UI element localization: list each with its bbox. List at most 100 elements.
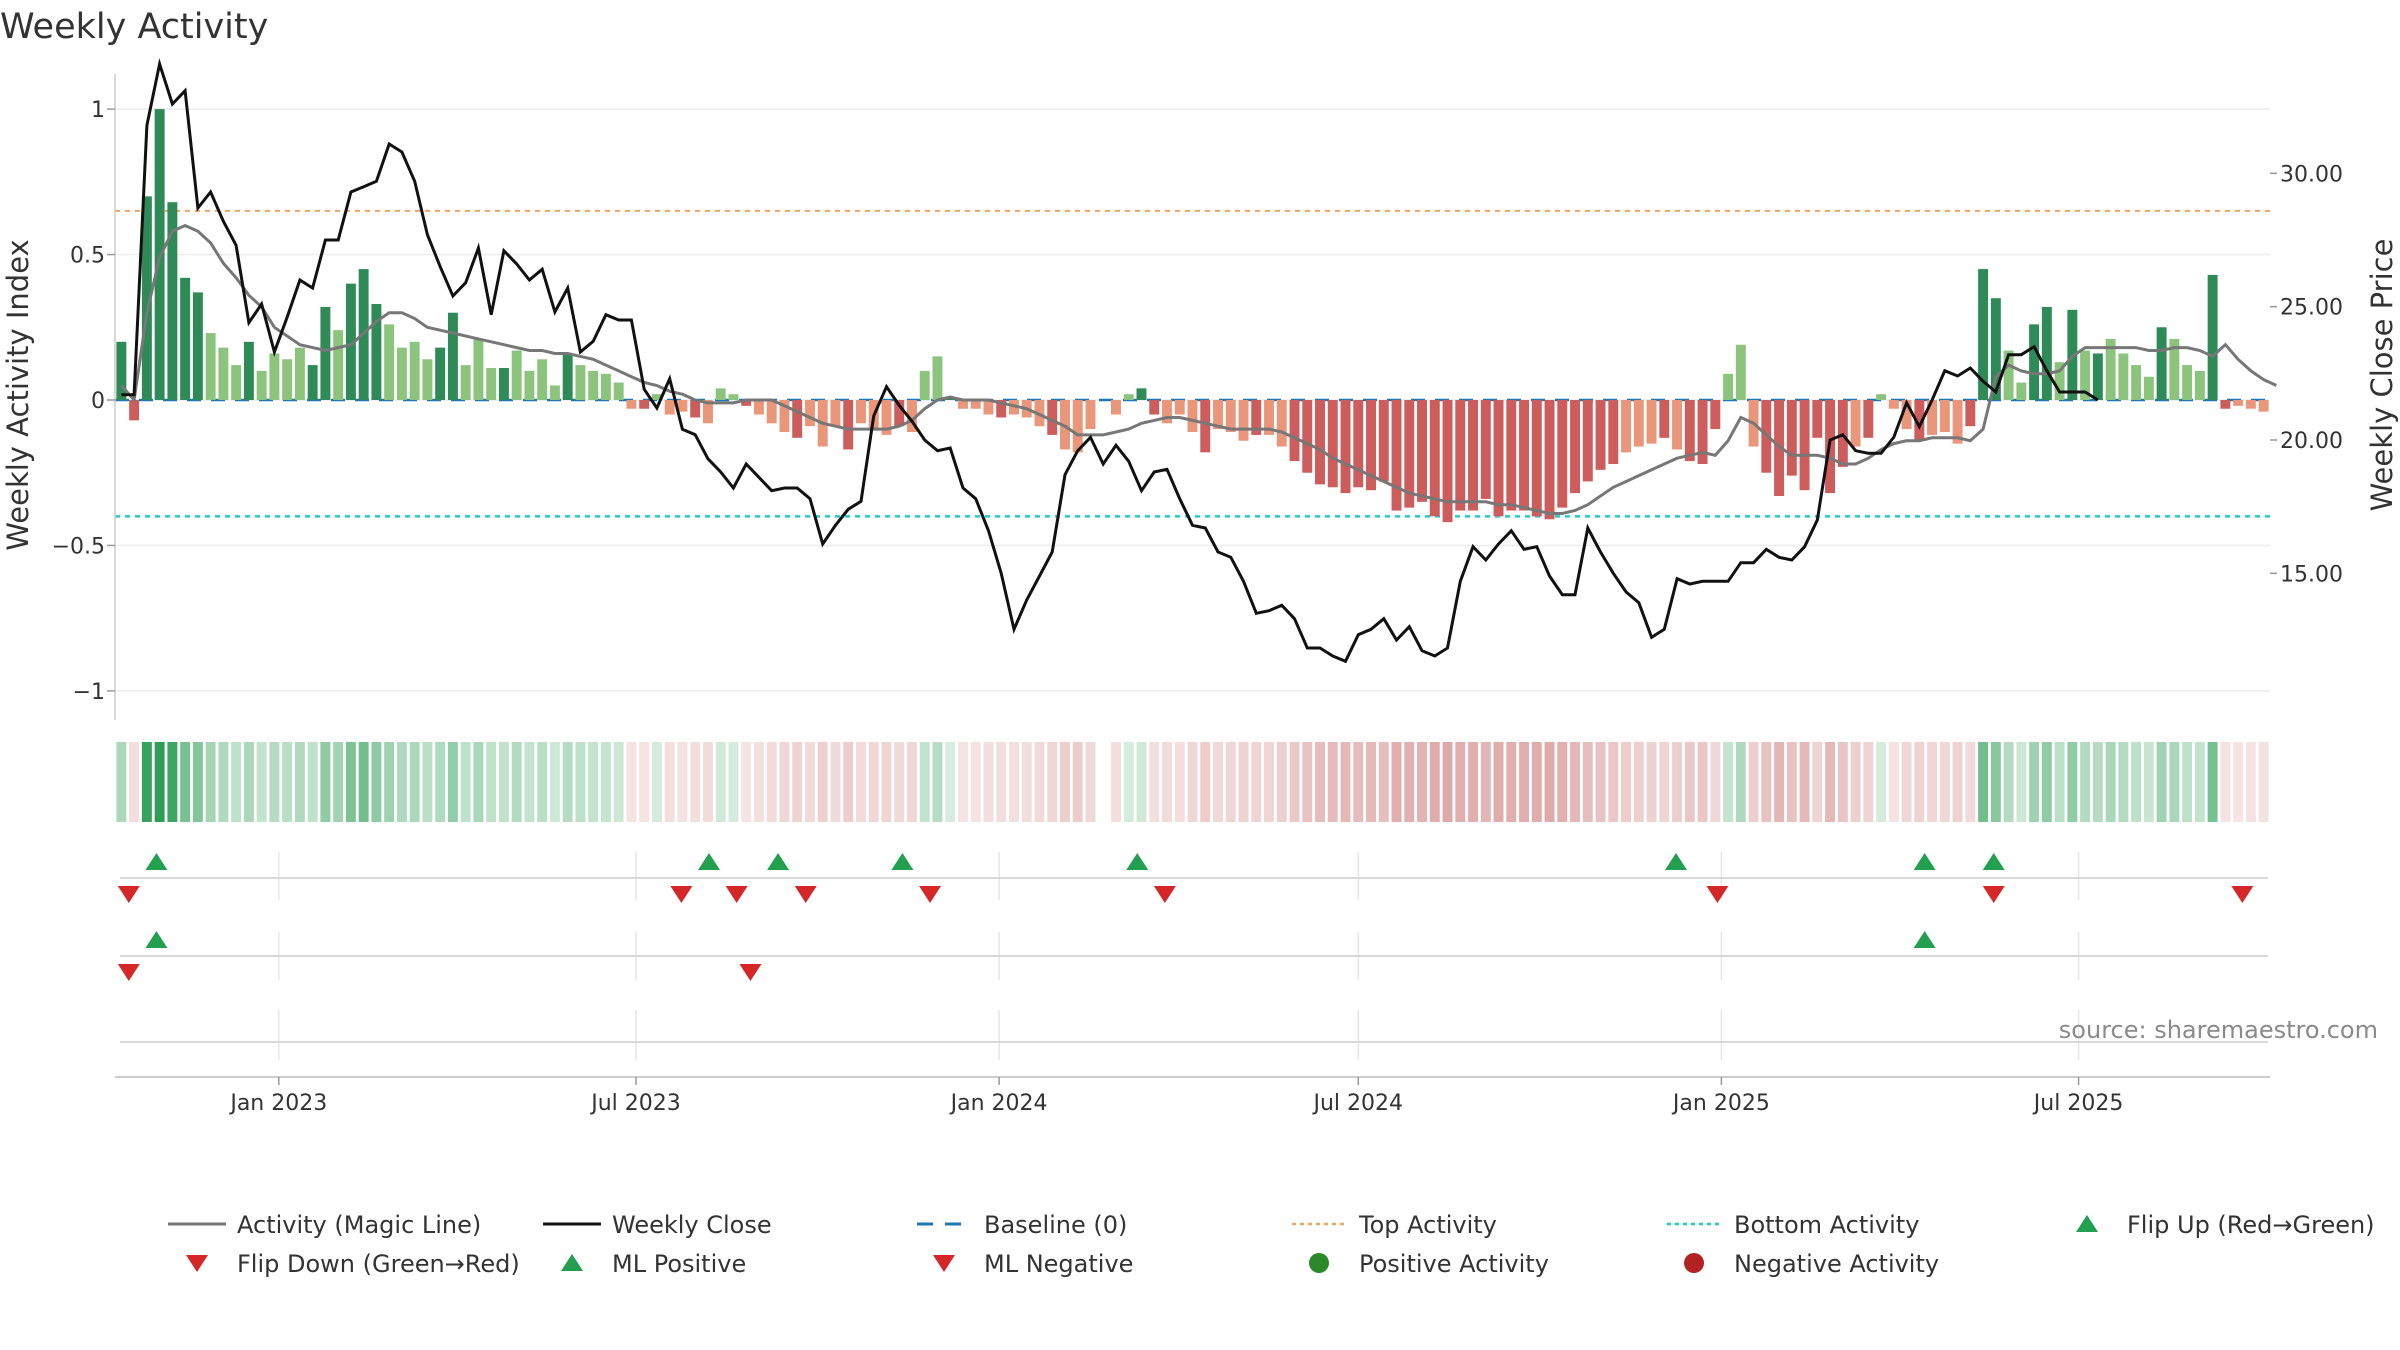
activity-bar	[741, 400, 752, 406]
activity-bar	[180, 277, 191, 400]
strip-cell	[1187, 742, 1198, 822]
strip-cell	[1595, 742, 1606, 822]
strip-cell	[2080, 742, 2091, 822]
legend-swatch	[1684, 1253, 1704, 1273]
strip-cell	[1123, 742, 1134, 822]
legend-swatch	[2076, 1215, 2098, 1232]
y2-tick-label: 15.00	[2280, 562, 2343, 587]
activity-bar	[1633, 400, 1644, 447]
strip-cell	[1939, 742, 1950, 822]
activity-bar	[1519, 400, 1530, 511]
strip-cell	[486, 742, 497, 822]
activity-bar	[1672, 400, 1683, 450]
strip-cell	[2207, 742, 2218, 822]
strip-cell	[256, 742, 267, 822]
activity-bar	[1646, 400, 1657, 444]
activity-bar	[1417, 400, 1427, 502]
activity-bar	[1799, 400, 1810, 491]
strip-cell	[588, 742, 599, 822]
legend-label: Weekly Close	[612, 1211, 772, 1239]
strip-cell	[970, 742, 981, 822]
activity-bar	[2029, 324, 2040, 400]
strip-cell	[549, 742, 560, 822]
x-tick-label: Jan 2023	[228, 1091, 327, 1116]
legend-label: Flip Up (Red→Green)	[2127, 1211, 2375, 1239]
activity-bar	[2054, 362, 2065, 400]
strip-cell	[1174, 742, 1185, 822]
activity-bar	[141, 196, 152, 400]
activity-bar	[2143, 376, 2154, 400]
y2-axis-label: Weekly Close Price	[2365, 239, 2399, 512]
strip-cell	[1085, 742, 1096, 822]
strip-cell	[1327, 742, 1338, 822]
strip-cell	[1684, 742, 1695, 822]
strip-cell	[779, 742, 790, 822]
activity-bar	[1136, 388, 1147, 400]
strip-cell	[983, 742, 994, 822]
strip-cell	[1111, 742, 1121, 822]
flip-down-marker	[117, 886, 140, 903]
activity-bar	[129, 400, 140, 421]
strip-cell	[1264, 742, 1274, 822]
strip-cell	[231, 742, 242, 822]
flip-up-marker	[891, 853, 914, 870]
gridlines	[115, 108, 2270, 1060]
activity-bar	[1289, 400, 1300, 462]
strip-cell	[1531, 742, 1542, 822]
y-tick-label: −0.5	[52, 534, 105, 559]
strip-cell	[1034, 742, 1045, 822]
activity-bar	[333, 330, 344, 400]
strip-cell	[371, 742, 382, 822]
legend-swatch	[933, 1255, 955, 1272]
activity-bar	[588, 370, 599, 400]
strip-cell	[345, 742, 356, 822]
strip-cell	[1200, 742, 1211, 822]
strip-cell	[753, 742, 764, 822]
activity-bar	[1544, 400, 1555, 520]
strip-cell	[1493, 742, 1504, 822]
strip-cell	[2054, 742, 2065, 822]
activity-bar	[1480, 400, 1491, 499]
activity-bar	[613, 382, 624, 400]
strip-cell	[1391, 742, 1402, 822]
activity-bar	[1493, 400, 1504, 517]
strip-cell	[333, 742, 344, 822]
strip-cell	[422, 742, 433, 822]
activity-bar	[256, 370, 267, 400]
activity-bar	[804, 400, 815, 427]
activity-bar	[1710, 400, 1721, 430]
activity-bar	[1531, 400, 1542, 517]
flip-down-marker	[670, 886, 693, 903]
activity-bar	[2258, 400, 2269, 412]
activity-bar	[1990, 298, 2001, 400]
strip-cell	[906, 742, 917, 822]
legend-item: Top Activity	[1292, 1211, 1497, 1239]
strip-cell	[766, 742, 777, 822]
activity-bar	[728, 394, 739, 400]
strip-cell	[1060, 742, 1070, 822]
activity-bar	[1200, 400, 1211, 453]
strip-cell	[817, 742, 828, 822]
activity-bar	[2080, 350, 2091, 400]
activity-bar	[1047, 400, 1058, 435]
strip-cell	[1480, 742, 1491, 822]
strip-cell	[1149, 742, 1160, 822]
flip-up-marker	[1126, 853, 1149, 870]
strip-cell	[2067, 742, 2078, 822]
x-tick-label: Jul 2024	[1312, 1091, 1404, 1116]
strip-cell	[1353, 742, 1364, 822]
activity-bar	[460, 365, 471, 400]
activity-bar	[294, 347, 305, 400]
legend-item: Positive Activity	[1309, 1250, 1549, 1278]
strip-cell	[2156, 742, 2167, 822]
strip-cell	[409, 742, 420, 822]
strip-cell	[843, 742, 854, 822]
flip-down-marker	[1153, 886, 1176, 903]
strip-cell	[1238, 742, 1249, 822]
activity-bar	[231, 365, 242, 400]
x-tick-label: Jul 2025	[2032, 1091, 2124, 1116]
strip-cell	[358, 742, 369, 822]
strip-cell	[664, 742, 675, 822]
strip-cell	[2118, 742, 2129, 822]
